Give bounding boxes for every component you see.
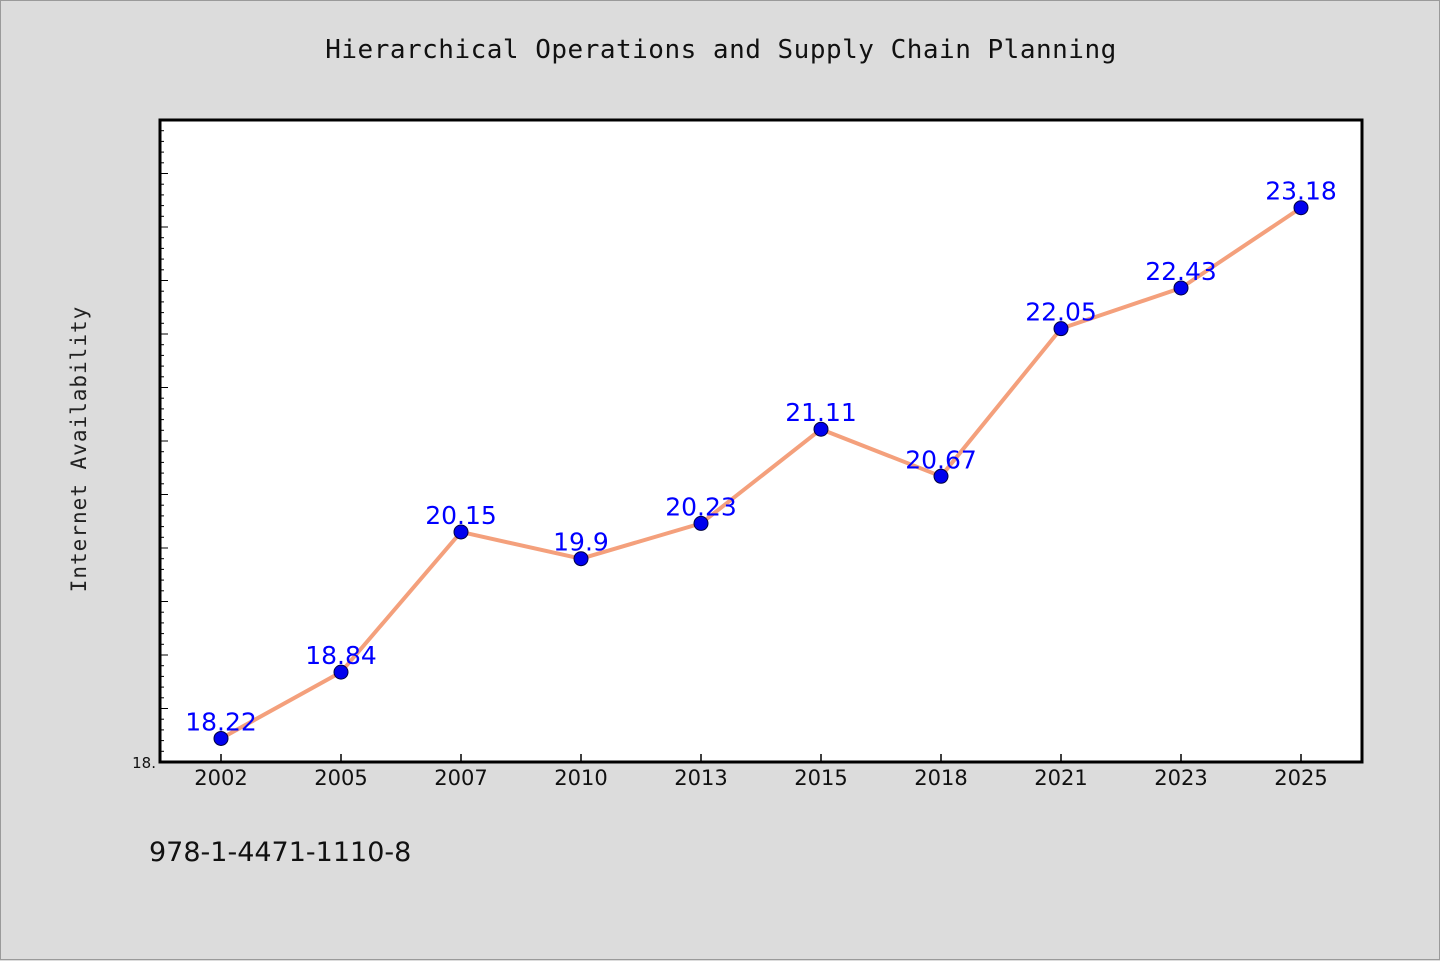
x-tick-label: 2010	[554, 766, 607, 790]
data-label: 20.67	[905, 445, 977, 474]
x-tick-label: 2013	[674, 766, 727, 790]
data-point	[573, 551, 589, 567]
data-point	[1173, 280, 1189, 296]
y-axis-ticks: 18.	[132, 130, 168, 772]
data-label: 20.15	[425, 501, 497, 530]
data-point	[933, 468, 949, 484]
x-axis-ticks: 2002 2005 2007 2010 2013 2015 2018 2021 2023 2025	[194, 754, 1328, 790]
data-point	[1053, 321, 1069, 337]
data-point	[333, 664, 349, 680]
x-tick-label: 2025	[1274, 766, 1327, 790]
x-tick-label: 2015	[794, 766, 847, 790]
data-label: 22.05	[1025, 298, 1097, 327]
data-point	[693, 515, 709, 531]
series-line	[219, 205, 1303, 741]
plot-frame	[158, 118, 1364, 764]
x-tick-label: 2021	[1034, 766, 1087, 790]
data-label: 19.9	[553, 528, 609, 557]
data-point	[813, 421, 829, 437]
data-label: 23.18	[1265, 177, 1337, 206]
data-point	[213, 730, 229, 746]
data-label: 18.84	[305, 641, 377, 670]
x-tick-label: 2005	[314, 766, 367, 790]
data-point	[453, 524, 469, 540]
x-tick-label: 2007	[434, 766, 487, 790]
x-tick-label: 2002	[194, 766, 247, 790]
x-tick-label: 2018	[914, 766, 967, 790]
data-label: 20.23	[665, 492, 737, 521]
data-point	[1293, 200, 1309, 216]
data-label: 18.22	[185, 707, 257, 736]
x-tick-label: 2023	[1154, 766, 1207, 790]
series-layer	[213, 200, 1309, 746]
isbn-footer: 978-1-4471-1110-8	[149, 837, 412, 868]
data-label: 22.43	[1145, 257, 1217, 286]
data-labels: 18.22 18.84 20.15 19.9 20.23 21.11 20.67 22.05 2…	[185, 177, 1337, 737]
chart-title: Hierarchical Operations and Supply Chain…	[325, 35, 1117, 65]
data-label: 21.11	[785, 398, 857, 427]
y-tick-label: 18.	[132, 754, 156, 772]
